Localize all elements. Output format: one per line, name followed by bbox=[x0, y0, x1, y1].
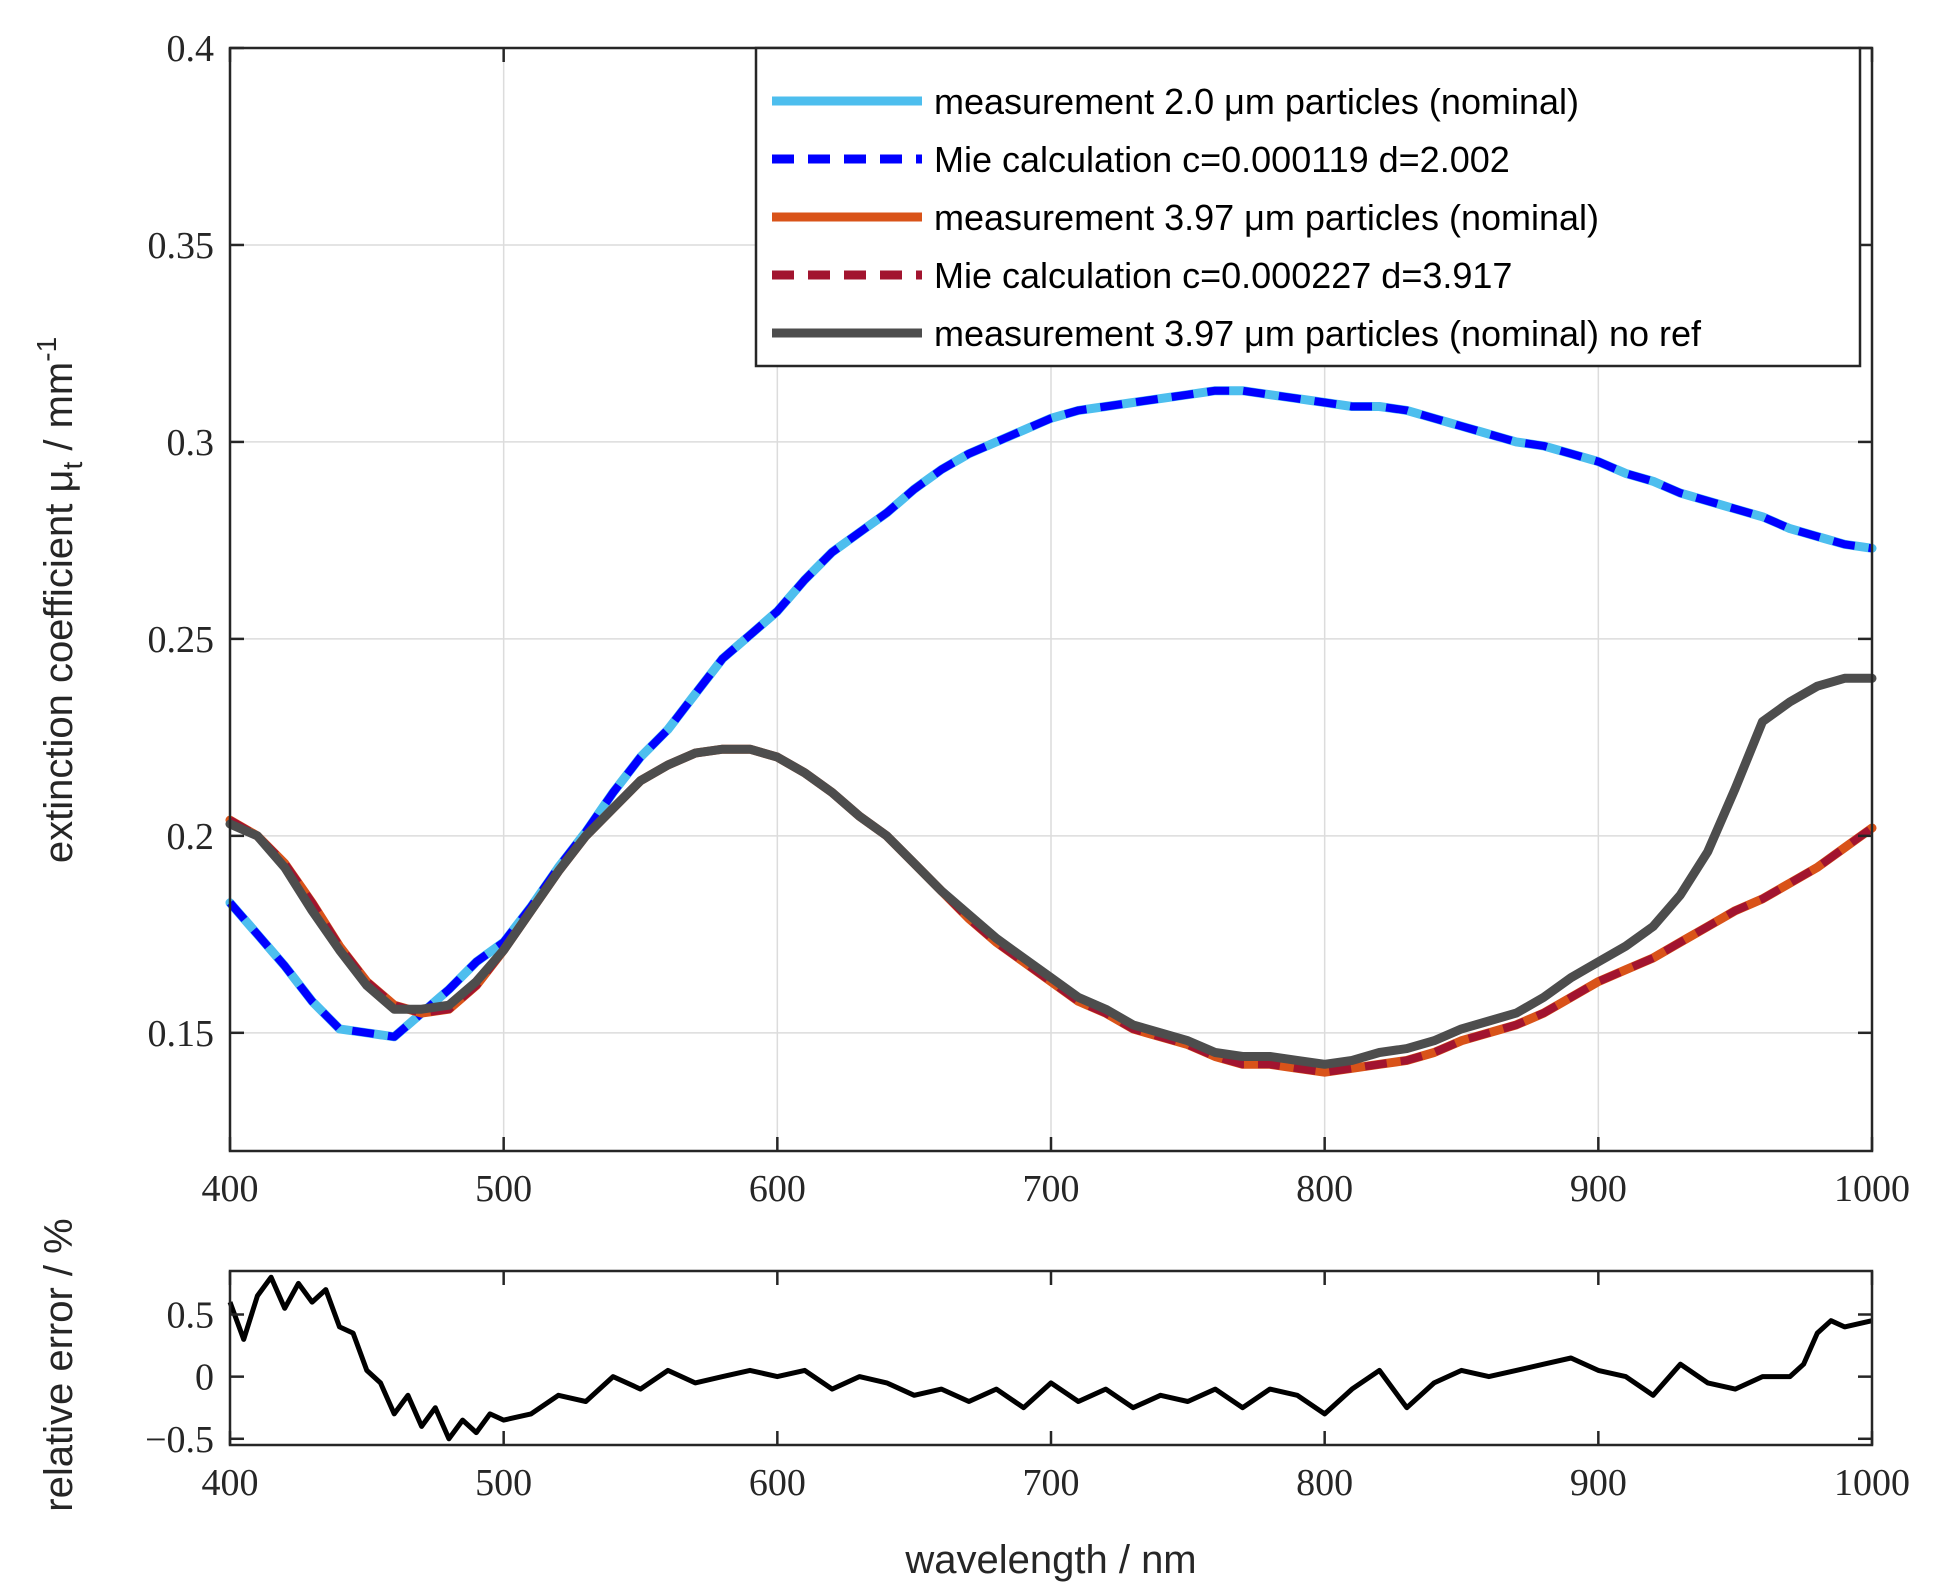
residual-x-tick-label: 500 bbox=[475, 1462, 532, 1504]
main-plot: 400 500 600 700 800 900 1000 0.15 0.2 0.25 0.3 0.3… bbox=[31, 28, 1910, 1210]
main-x-tick-label: 500 bbox=[475, 1168, 532, 1210]
x-axis-label: wavelength / nm bbox=[904, 1538, 1196, 1582]
main-y-tick-label: 0.4 bbox=[167, 28, 215, 70]
main-y-tick-label: 0.15 bbox=[148, 1013, 215, 1055]
main-x-tick-label: 800 bbox=[1296, 1168, 1353, 1210]
main-y-tick-label: 0.35 bbox=[148, 225, 215, 267]
residual-y-tick-label: 0.5 bbox=[167, 1295, 215, 1337]
main-y-axis-label-exponent: -1 bbox=[31, 337, 62, 362]
main-y-axis-label-text: extinction coefficient μ bbox=[37, 470, 81, 864]
main-y-tick-labels: 0.15 0.2 0.25 0.3 0.35 0.4 bbox=[148, 28, 215, 1055]
legend-label-3: measurement 3.97 μm particles (nominal) bbox=[934, 197, 1599, 238]
residual-x-tick-label: 600 bbox=[749, 1462, 806, 1504]
residual-x-tick-labels: 400 500 600 700 800 900 1000 bbox=[202, 1462, 1911, 1504]
residual-x-tick-label: 900 bbox=[1570, 1462, 1627, 1504]
main-y-axis-label-subscript: t bbox=[57, 462, 88, 470]
legend-label-1: measurement 2.0 μm particles (nominal) bbox=[934, 81, 1579, 122]
main-x-tick-label: 900 bbox=[1570, 1168, 1627, 1210]
main-y-tick-label: 0.25 bbox=[148, 619, 215, 661]
legend-box bbox=[754, 46, 1862, 368]
residual-ticks bbox=[228, 1271, 1874, 1445]
main-y-axis-label: extinction coefficient μt / mm-1 bbox=[31, 337, 88, 863]
residual-y-axis-label: relative error / % bbox=[37, 1218, 81, 1511]
main-y-tick-label: 0.2 bbox=[167, 816, 215, 858]
residual-x-tick-label: 1000 bbox=[1834, 1462, 1910, 1504]
residual-y-tick-label: −0.5 bbox=[145, 1419, 214, 1461]
main-series-group bbox=[225, 386, 1877, 1077]
main-y-axis-label-unit: / mm bbox=[37, 362, 81, 462]
residual-series-group bbox=[227, 1274, 1873, 1442]
residual-x-tick-label: 400 bbox=[202, 1462, 259, 1504]
main-x-tick-label: 600 bbox=[749, 1168, 806, 1210]
residual-line bbox=[227, 1274, 1873, 1442]
residual-plot: 400 500 600 700 800 900 1000 −0.5 0 0.5 relative… bbox=[37, 1218, 1910, 1582]
main-y-tick-label: 0.3 bbox=[167, 422, 215, 464]
legend-label-4: Mie calculation c=0.000227 d=3.917 bbox=[934, 255, 1512, 296]
legend-label-5: measurement 3.97 μm particles (nominal) … bbox=[934, 313, 1702, 354]
main-x-tick-label: 1000 bbox=[1834, 1168, 1910, 1210]
series-line-5 bbox=[225, 673, 1877, 1069]
residual-x-tick-label: 800 bbox=[1296, 1462, 1353, 1504]
residual-plot-background bbox=[230, 1271, 1872, 1445]
legend: measurement 2.0 μm particles (nominal) Mi… bbox=[754, 46, 1862, 368]
legend-label-2: Mie calculation c=0.000119 d=2.002 bbox=[934, 139, 1510, 180]
residual-y-tick-label: 0 bbox=[195, 1357, 214, 1399]
residual-y-tick-labels: −0.5 0 0.5 bbox=[145, 1295, 214, 1461]
main-x-tick-labels: 400 500 600 700 800 900 1000 bbox=[202, 1168, 1911, 1210]
main-x-tick-label: 700 bbox=[1023, 1168, 1080, 1210]
residual-x-tick-label: 700 bbox=[1023, 1462, 1080, 1504]
main-x-tick-label: 400 bbox=[202, 1168, 259, 1210]
